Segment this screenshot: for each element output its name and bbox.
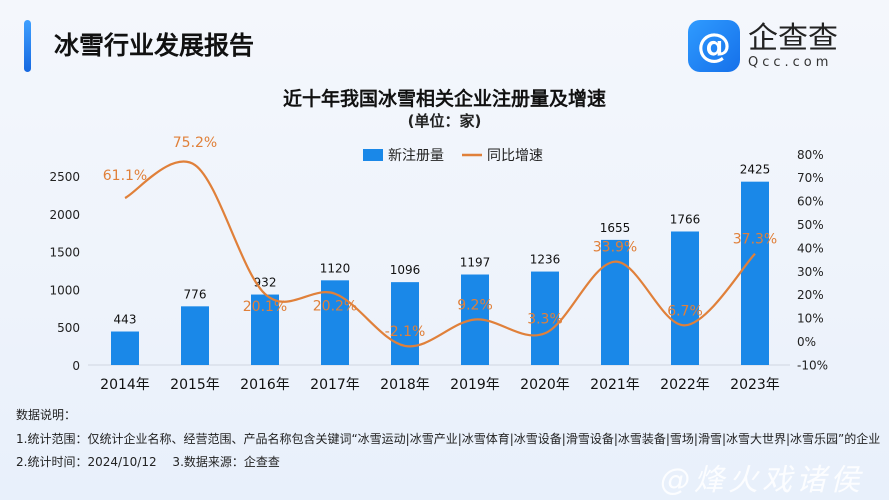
y-right-tick: 0% — [797, 335, 816, 349]
bar — [251, 294, 279, 365]
legend-bar-swatch — [363, 149, 383, 161]
y-right-tick: 80% — [797, 148, 824, 162]
x-tick-label: 2014年 — [100, 377, 150, 393]
y-left-tick: 1000 — [49, 283, 80, 297]
chart-subtitle: (单位：家) — [407, 112, 482, 130]
bar-label: 1236 — [530, 253, 561, 267]
y-left-tick: 2500 — [49, 170, 80, 184]
watermark: @烽火戏诸侯 — [660, 463, 864, 498]
bar-label: 1120 — [320, 261, 351, 275]
line-label: 20.1% — [243, 299, 287, 315]
x-tick-label: 2015年 — [170, 377, 220, 393]
x-tick-label: 2017年 — [310, 377, 360, 393]
y-left-tick: 1500 — [49, 246, 80, 260]
y-right-tick: 50% — [797, 218, 824, 232]
chart: 0 500 1000 1500 2000 2500 -10% 0% 10% 20% 30% 40% 50… — [49, 135, 828, 393]
bar-label: 1655 — [600, 221, 631, 235]
bar-label: 443 — [114, 313, 137, 327]
logo: @ 企查查 Qcc.com — [688, 20, 838, 72]
legend-line-label: 同比增速 — [487, 148, 543, 164]
x-tick-label: 2020年 — [520, 377, 570, 393]
bar — [111, 331, 139, 365]
y-right-tick: 60% — [797, 195, 824, 209]
y-right-tick: 20% — [797, 288, 824, 302]
y-left-tick: 0 — [72, 359, 80, 373]
bar-label: 2425 — [740, 163, 771, 177]
bar — [741, 181, 769, 365]
bar-label: 776 — [184, 287, 207, 301]
line-label: 33.9% — [593, 240, 637, 256]
x-tick-label: 2022年 — [660, 377, 710, 393]
logo-text: 企查查 — [748, 20, 838, 56]
x-tick-label: 2019年 — [450, 377, 500, 393]
x-tick-label: 2018年 — [380, 377, 430, 393]
notes-line-1: 1.统计范围：仅统计企业名称、经营范围、产品名称包含关键词“冰雪运动|冰雪产业|… — [16, 431, 881, 446]
y-right-tick: 30% — [797, 265, 824, 279]
y-left-tick: 2000 — [49, 208, 80, 222]
bar — [181, 306, 209, 365]
line-label: 6.7% — [667, 303, 703, 319]
y-right-tick: 40% — [797, 241, 824, 255]
logo-domain: Qcc.com — [748, 54, 833, 70]
notes-line-2: 2.统计时间：2024/10/12 3.数据来源：企查查 — [16, 455, 280, 469]
growth-line — [124, 160, 756, 348]
x-tick-label: 2016年 — [240, 377, 290, 393]
page-title: 冰雪行业发展报告 — [54, 31, 255, 60]
line-label: 37.3% — [733, 232, 777, 248]
legend-bar-label: 新注册量 — [388, 148, 444, 164]
chart-title: 近十年我国冰雪相关企业注册量及增速 — [282, 88, 606, 110]
x-tick-label: 2023年 — [730, 377, 780, 393]
qcc-logo-icon: @ — [688, 20, 740, 72]
line-label: 75.2% — [173, 135, 217, 151]
bar-label: 1197 — [460, 256, 491, 270]
bar-label: 1096 — [390, 263, 421, 277]
header-accent-bar — [24, 20, 31, 72]
x-tick-label: 2021年 — [590, 377, 640, 393]
y-right-tick: 10% — [797, 312, 824, 326]
line-label: 9.2% — [457, 297, 493, 313]
bar — [601, 239, 629, 365]
line-label: 61.1% — [103, 168, 147, 184]
bar — [391, 282, 419, 365]
data-notes: 数据说明： 1.统计范围：仅统计企业名称、经营范围、产品名称包含关键词“冰雪运动… — [16, 404, 886, 475]
line-label: 3.3% — [527, 311, 563, 327]
line-label: 20.2% — [313, 299, 357, 315]
bar — [531, 271, 559, 365]
line-label: -2.1% — [385, 324, 426, 340]
bar-label: 1766 — [670, 212, 701, 226]
y-right-tick: -10% — [797, 358, 828, 372]
y-left-tick: 500 — [57, 321, 80, 335]
y-right-tick: 70% — [797, 171, 824, 185]
notes-heading: 数据说明： — [16, 408, 77, 422]
bar — [671, 231, 699, 365]
